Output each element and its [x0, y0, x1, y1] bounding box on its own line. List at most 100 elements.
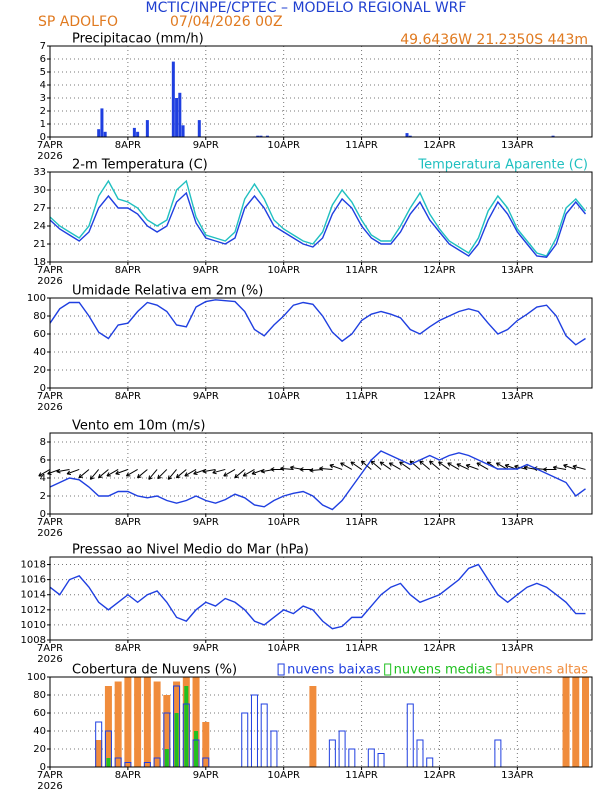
- panel-title: Precipitacao (mm/h): [72, 32, 204, 47]
- wind-arrow: [106, 469, 119, 477]
- x-tick-label: 8APR: [115, 391, 141, 402]
- x-tick-label: 13APR: [501, 140, 534, 151]
- x-tick-label: 12APR: [423, 643, 456, 654]
- y-tick-label: 60: [33, 329, 46, 340]
- wind-arrow: [148, 469, 158, 480]
- wind-arrow: [379, 461, 392, 470]
- y-tick-label: 20: [33, 744, 46, 755]
- bar: [551, 135, 555, 137]
- wind-arrow: [370, 460, 382, 470]
- bar: [405, 133, 409, 137]
- y-tick-label: 100: [27, 672, 46, 683]
- bar: [197, 120, 201, 137]
- wind-arrow: [329, 463, 343, 470]
- x-tick-label: 8APR: [115, 265, 141, 276]
- bar: [164, 749, 169, 767]
- year-label: 2026: [37, 781, 62, 792]
- x-tick-label: 8APR: [115, 517, 141, 528]
- bar: [171, 61, 175, 137]
- x-tick-label: 9APR: [193, 265, 219, 276]
- bar: [97, 129, 101, 137]
- bar: [175, 98, 179, 137]
- y-tick-label: 40: [33, 726, 46, 737]
- y-tick-label: 3: [40, 93, 46, 104]
- y-tick-label: 80: [33, 311, 46, 322]
- legend-label: nuvens baixas: [287, 663, 381, 678]
- bar: [256, 135, 260, 137]
- bar: [124, 677, 132, 767]
- y-tick-label: 27: [33, 203, 46, 214]
- bar: [328, 739, 336, 768]
- x-tick-label: 8APR: [115, 140, 141, 151]
- bar: [192, 677, 200, 767]
- x-tick-label: 8APR: [115, 643, 141, 654]
- wind-arrow: [319, 466, 333, 471]
- bar: [408, 135, 412, 137]
- plot-frame: [49, 171, 593, 263]
- line: [49, 179, 587, 257]
- bar: [181, 125, 185, 137]
- bar: [103, 131, 107, 137]
- x-tick-label: 7APR: [37, 643, 63, 654]
- wind-arrow: [360, 460, 372, 470]
- wind-arrow: [429, 460, 440, 470]
- y-tick-label: 1010: [21, 620, 46, 631]
- wind-arrow: [350, 461, 362, 470]
- bar: [367, 748, 375, 768]
- wind-arrow: [89, 469, 100, 480]
- bar: [494, 739, 502, 768]
- wind-arrow: [157, 469, 168, 480]
- wind-arrow: [456, 463, 469, 470]
- bar: [136, 131, 140, 137]
- wind-arrow: [136, 469, 148, 479]
- bar: [572, 677, 580, 767]
- wind-arrow: [242, 469, 255, 477]
- y-tick-label: 1016: [21, 575, 46, 586]
- x-tick-label: 10APR: [267, 643, 300, 654]
- y-tick-label: 40: [33, 347, 46, 358]
- x-tick-label: 9APR: [193, 517, 219, 528]
- wind-arrow: [447, 462, 460, 470]
- bar: [95, 740, 103, 767]
- x-tick-label: 7APR: [37, 517, 63, 528]
- wind-arrow: [476, 462, 489, 470]
- x-tick-label: 11APR: [345, 643, 378, 654]
- wind-arrow: [280, 466, 294, 471]
- legend-label: nuvens altas: [505, 663, 588, 678]
- bar: [174, 713, 179, 767]
- legend-label: nuvens medias: [394, 663, 493, 678]
- wind-arrow: [167, 469, 177, 480]
- wind-arrow: [340, 462, 353, 470]
- x-tick-label: 7APR: [37, 391, 63, 402]
- y-tick-label: 80: [33, 690, 46, 701]
- station: SP ADOLFO: [38, 14, 118, 30]
- x-tick-label: 13APR: [501, 265, 534, 276]
- x-tick-label: 13APR: [501, 770, 534, 781]
- x-tick-label: 9APR: [193, 140, 219, 151]
- year-label: 2026: [37, 528, 62, 539]
- bar: [377, 753, 385, 768]
- x-tick-label: 12APR: [423, 265, 456, 276]
- wind-arrow: [97, 469, 109, 479]
- x-tick-label: 9APR: [193, 643, 219, 654]
- y-tick-label: 30: [33, 185, 46, 196]
- page-title: MCTIC/INPE/CPTEC – MODELO REGIONAL WRF: [146, 0, 467, 16]
- wind-arrow: [184, 469, 197, 477]
- y-tick-label: 0: [40, 762, 46, 773]
- x-tick-label: 12APR: [423, 391, 456, 402]
- wind-arrow: [234, 469, 246, 479]
- panel-title: Vento em 10m (m/s): [72, 419, 205, 434]
- x-tick-label: 10APR: [267, 770, 300, 781]
- wind-arrow: [115, 468, 129, 475]
- bar: [309, 686, 317, 767]
- y-tick-label: 1014: [21, 590, 46, 601]
- plot-frame: [49, 297, 593, 389]
- wind-arrow: [309, 467, 323, 473]
- wind-arrow: [572, 464, 586, 470]
- bar: [178, 92, 182, 137]
- bar: [265, 135, 269, 137]
- x-tick-label: 10APR: [267, 265, 300, 276]
- plot-frame: [49, 45, 593, 138]
- x-tick-label: 12APR: [423, 517, 456, 528]
